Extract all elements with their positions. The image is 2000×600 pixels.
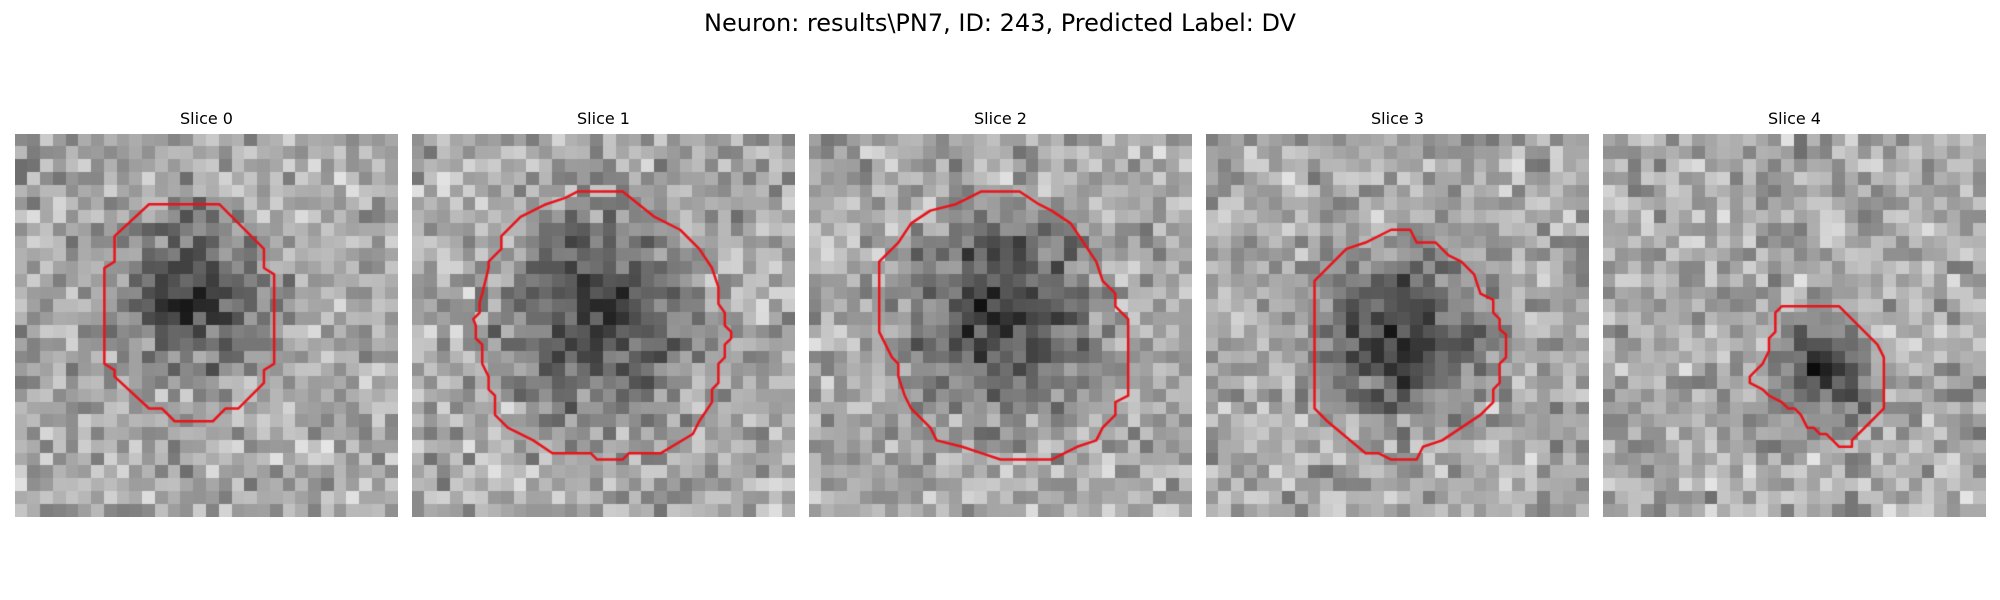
slice-image	[809, 134, 1192, 517]
slice-title: Slice 2	[974, 109, 1027, 128]
slice-panel-4: Slice 4	[1603, 108, 1986, 517]
slice-image	[412, 134, 795, 517]
figure-title: Neuron: results\PN7, ID: 243, Predicted …	[704, 9, 1296, 37]
slice-panel-1: Slice 1	[412, 108, 795, 517]
slice-panel-3: Slice 3	[1206, 108, 1589, 517]
slice-title: Slice 0	[180, 109, 233, 128]
slice-image	[1603, 134, 1986, 517]
slice-panel-2: Slice 2	[809, 108, 1192, 517]
slice-image	[15, 134, 398, 517]
slice-title: Slice 3	[1371, 109, 1424, 128]
slice-panel-0: Slice 0	[15, 108, 398, 517]
slice-title: Slice 1	[577, 109, 630, 128]
slice-image	[1206, 134, 1589, 517]
slice-title: Slice 4	[1768, 109, 1821, 128]
